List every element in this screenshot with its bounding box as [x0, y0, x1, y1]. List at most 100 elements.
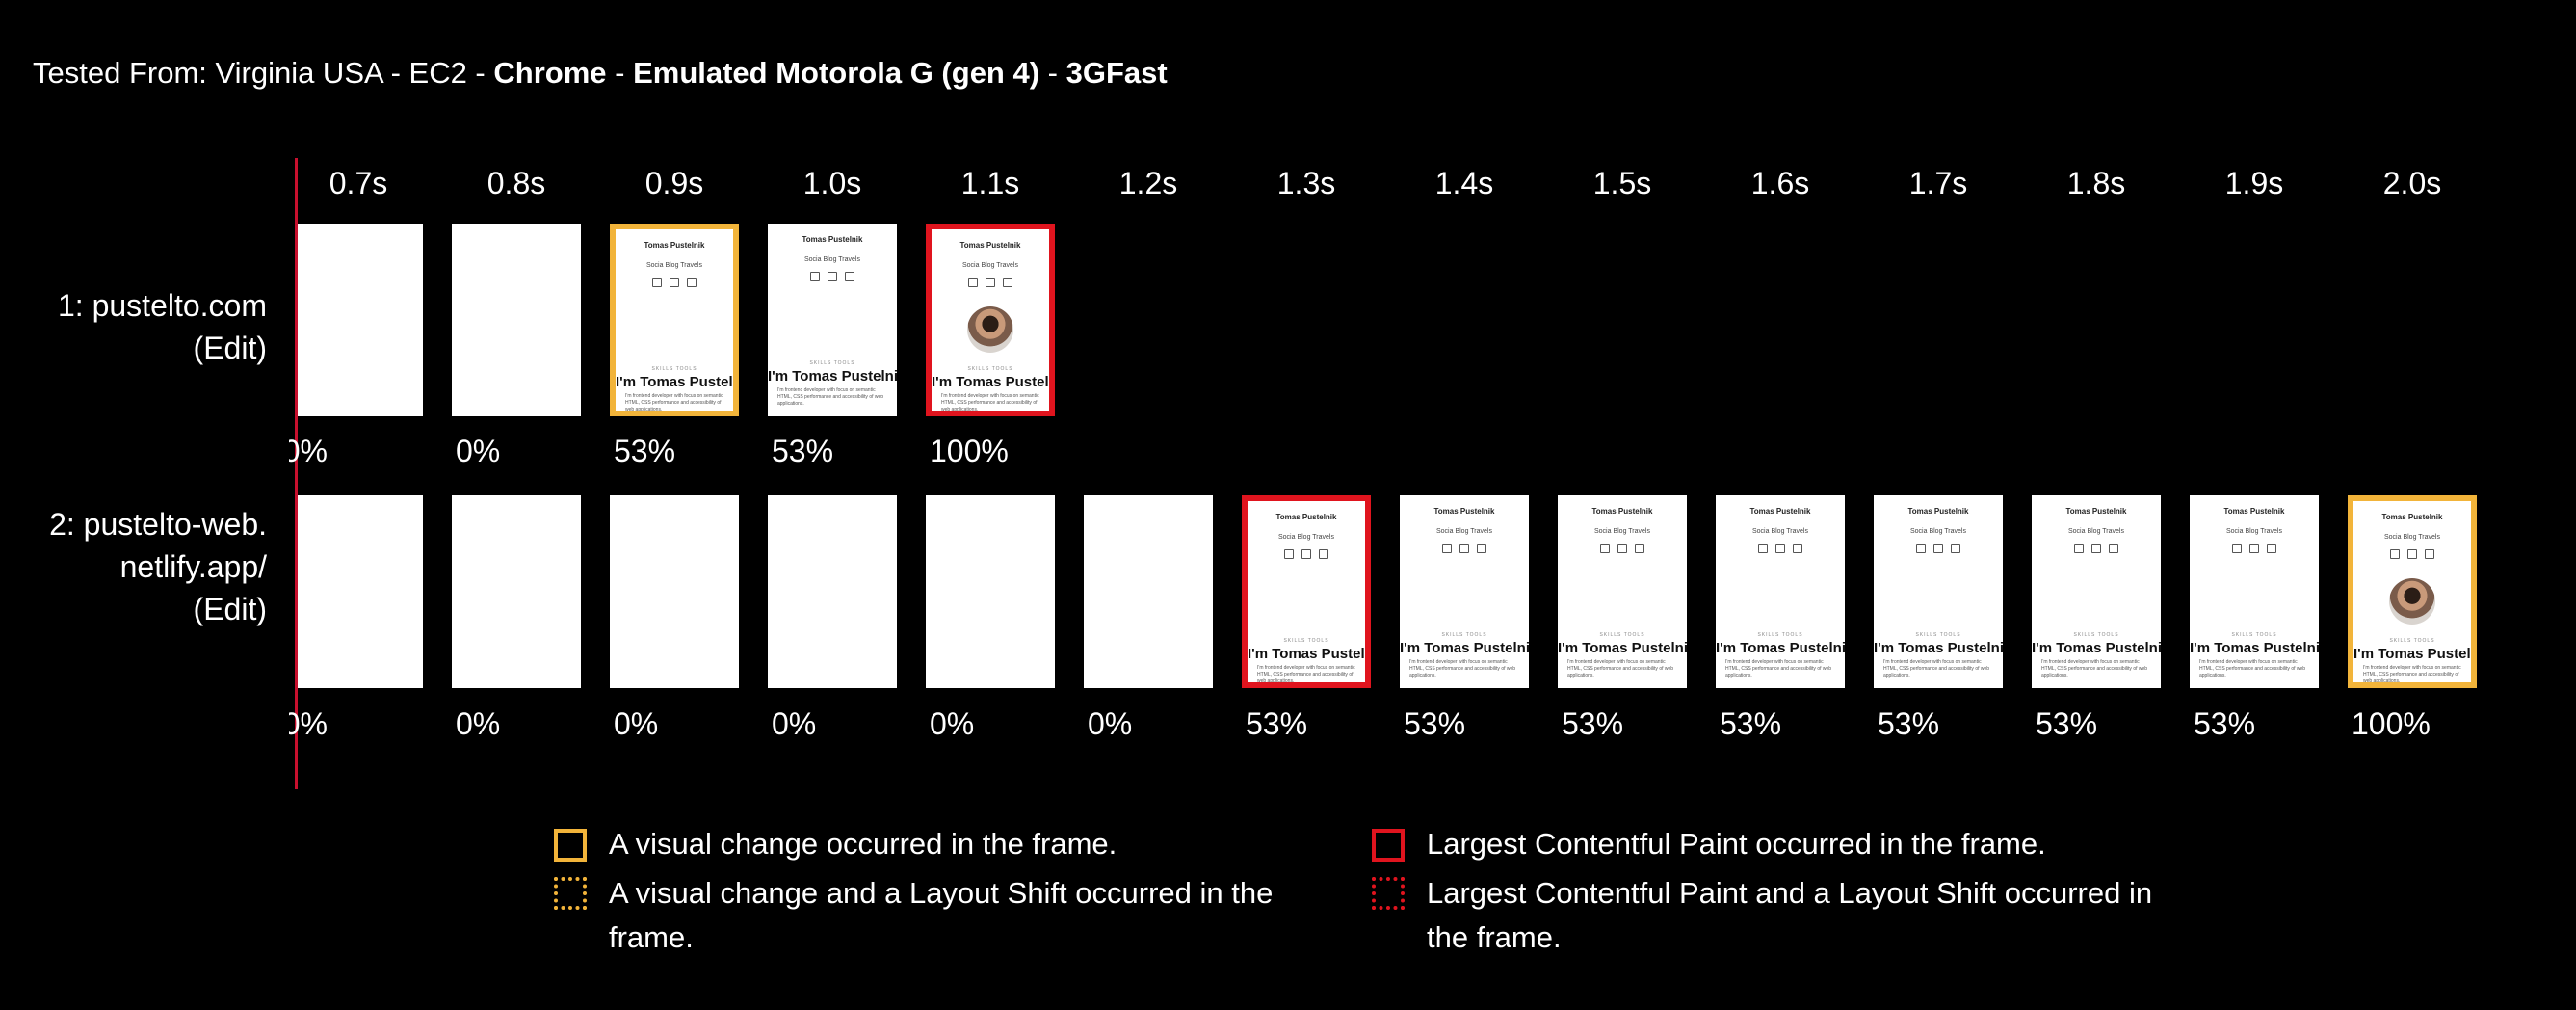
- github-icon: [986, 278, 995, 287]
- edit-link[interactable]: (Edit): [193, 331, 267, 365]
- twitter-icon: [968, 278, 978, 287]
- filmstrip-frame[interactable]: [452, 224, 581, 416]
- thumb-text: I'm frontend developer with focus on sem…: [1725, 659, 1832, 678]
- thumb-title: I'm Tomas Pustelnik: [2353, 646, 2471, 662]
- visual-complete-percent: 0%: [289, 434, 328, 468]
- test-location: Tested From: Virginia USA - EC2 -: [33, 56, 494, 90]
- thumb-title: I'm Tomas Pustelnik: [1558, 640, 1687, 656]
- thumb-nav: Socia Blog Travels: [962, 262, 1018, 269]
- thumb-tag: SKILLS TOOLS: [1283, 638, 1329, 644]
- visual-complete-percent: 100%: [2352, 706, 2431, 741]
- filmstrip-frame[interactable]: Tomas Pustelnik Socia Blog Travels SKILLS …: [1400, 495, 1529, 688]
- legend-visual-dotted-icon: [554, 877, 587, 910]
- filmstrip-frame[interactable]: Tomas Pustelnik Socia Blog Travels SKILLS …: [768, 224, 897, 416]
- thumb-nav: Socia Blog Travels: [2226, 528, 2282, 535]
- time-tick: 1.4s: [1434, 166, 1494, 200]
- filmstrip-frame[interactable]: Tomas Pustelnik Socia Blog Travels SKILLS …: [1558, 495, 1687, 688]
- thumb-tag: SKILLS TOOLS: [2073, 632, 2119, 638]
- twitter-icon: [1916, 544, 1926, 553]
- legend-visual-layout-shift: A visual change and a Layout Shift occur…: [609, 876, 1274, 954]
- filmstrip-frame[interactable]: [610, 495, 739, 688]
- twitter-icon: [2074, 544, 2084, 553]
- visual-complete-percent: 0%: [772, 706, 817, 741]
- time-tick: 0.7s: [329, 166, 388, 200]
- thumb-name: Tomas Pustelnik: [1907, 507, 1969, 516]
- thumb-title: I'm Tomas Pustelnik: [2032, 640, 2161, 656]
- filmstrip-frame[interactable]: [926, 495, 1055, 688]
- linkedin-icon: [1793, 544, 1802, 553]
- thumb-name: Tomas Pustelnik: [644, 241, 705, 250]
- thumb-name: Tomas Pustelnik: [1275, 513, 1337, 521]
- legend-lcp-solid-icon: [1372, 829, 1405, 862]
- visual-complete-percent: 53%: [1246, 706, 1308, 741]
- thumb-nav: Socia Blog Travels: [1910, 528, 1966, 535]
- thumb-text: I'm frontend developer with focus on sem…: [1883, 659, 1990, 678]
- time-tick: 1.1s: [960, 166, 1020, 200]
- visual-complete-percent: 0%: [1088, 706, 1133, 741]
- visual-complete-percent: 53%: [1878, 706, 1940, 741]
- linkedin-icon: [1003, 278, 1012, 287]
- thumb-tag: SKILLS TOOLS: [2231, 632, 2277, 638]
- row-url: 2: pustelto-web.: [49, 507, 267, 542]
- time-tick: 0.9s: [644, 166, 704, 200]
- avatar: [2389, 578, 2435, 625]
- filmstrip-frame[interactable]: [768, 495, 897, 688]
- legend-lcp: Largest Contentful Paint occurred in the…: [1427, 827, 2046, 861]
- github-icon: [1459, 544, 1469, 553]
- time-tick: 1.8s: [2066, 166, 2126, 200]
- timeline-cursor[interactable]: [295, 158, 298, 789]
- thumb-tag: SKILLS TOOLS: [1915, 632, 1961, 638]
- filmstrip-frame[interactable]: Tomas Pustelnik Socia Blog Travels SKILLS …: [1716, 495, 1845, 688]
- github-icon: [670, 278, 679, 287]
- visual-complete-percent: 0%: [614, 706, 659, 741]
- thumb-nav: Socia Blog Travels: [1436, 528, 1492, 535]
- filmstrip-frame[interactable]: Tomas Pustelnik Socia Blog Travels SKILLS …: [2032, 495, 2161, 688]
- filmstrip-frame[interactable]: Tomas Pustelnik Socia Blog Travels SKILLS …: [610, 224, 739, 416]
- filmstrip-frame[interactable]: Tomas Pustelnik Socia Blog Travels SKILLS …: [1242, 495, 1371, 688]
- thumb-name: Tomas Pustelnik: [2065, 507, 2127, 516]
- twitter-icon: [1442, 544, 1452, 553]
- thumb-tag: SKILLS TOOLS: [2389, 638, 2435, 644]
- thumb-title: I'm Tomas Pustelnik: [1400, 640, 1529, 656]
- filmstrip-frame[interactable]: [298, 224, 423, 416]
- filmstrip-frame[interactable]: Tomas Pustelnik Socia Blog Travels SKILLS …: [1874, 495, 2003, 688]
- thumb-social-icons: [2353, 549, 2471, 559]
- thumb-tag: SKILLS TOOLS: [1441, 632, 1487, 638]
- filmstrip-frame[interactable]: [1084, 495, 1213, 688]
- filmstrip-frame[interactable]: Tomas Pustelnik Socia Blog Travels SKILLS …: [2348, 495, 2477, 688]
- github-icon: [1617, 544, 1627, 553]
- github-icon: [2407, 549, 2417, 559]
- time-tick: 2.0s: [2382, 166, 2442, 200]
- thumb-nav: Socia Blog Travels: [2068, 528, 2124, 535]
- edit-link[interactable]: (Edit): [193, 592, 267, 626]
- time-tick: 1.6s: [1750, 166, 1810, 200]
- thumb-title: I'm Tomas Pustelnik: [1874, 640, 2003, 656]
- linkedin-icon: [2109, 544, 2118, 553]
- test-browser: Chrome: [493, 56, 607, 90]
- thumb-text: I'm frontend developer with focus on sem…: [1257, 665, 1355, 684]
- linkedin-icon: [1477, 544, 1486, 553]
- thumb-social-icons: [932, 278, 1049, 287]
- linkedin-icon: [1635, 544, 1644, 553]
- linkedin-icon: [2425, 549, 2434, 559]
- time-tick: 1.7s: [1908, 166, 1968, 200]
- visual-complete-percent: 53%: [614, 434, 676, 468]
- visual-complete-percent: 0%: [289, 706, 328, 741]
- thumb-social-icons: [2032, 544, 2161, 553]
- time-tick: 1.5s: [1592, 166, 1652, 200]
- filmstrip-frame[interactable]: [298, 495, 423, 688]
- filmstrip-frame[interactable]: Tomas Pustelnik Socia Blog Travels SKILLS …: [2190, 495, 2319, 688]
- twitter-icon: [1758, 544, 1768, 553]
- thumb-tag: SKILLS TOOLS: [809, 360, 855, 366]
- row-label-2: 2: pustelto-web. netlify.app/ (Edit): [49, 503, 267, 630]
- thumb-social-icons: [1248, 549, 1365, 559]
- twitter-icon: [2390, 549, 2400, 559]
- twitter-icon: [652, 278, 662, 287]
- thumb-nav: Socia Blog Travels: [1752, 528, 1808, 535]
- thumb-name: Tomas Pustelnik: [1749, 507, 1811, 516]
- separator: -: [606, 56, 634, 90]
- filmstrip-frame[interactable]: [452, 495, 581, 688]
- filmstrip-frame[interactable]: Tomas Pustelnik Socia Blog Travels SKILLS …: [926, 224, 1055, 416]
- thumb-name: Tomas Pustelnik: [802, 235, 863, 244]
- thumb-title: I'm Tomas Pustelnik: [1716, 640, 1845, 656]
